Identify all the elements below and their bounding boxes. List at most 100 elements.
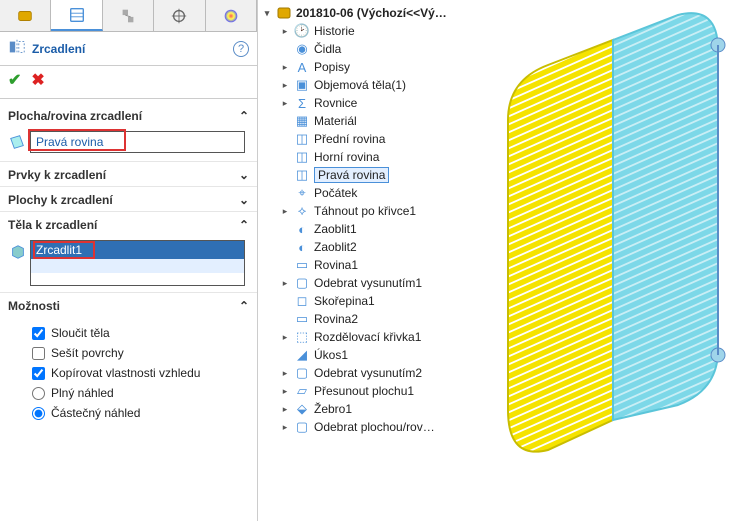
cancel-button[interactable]: ✖ (31, 70, 44, 90)
shell-icon: ◻ (294, 293, 310, 309)
eqn-icon: Σ (294, 95, 310, 111)
feature-title: Zrcadlení (32, 42, 85, 56)
tab-feature[interactable] (0, 0, 51, 31)
section-mirror-plane[interactable]: Plocha/rovina zrcadlení ⌃ (0, 103, 257, 127)
tree-item[interactable]: ▸ A Popisy (262, 58, 468, 76)
draft-icon: ◢ (294, 347, 310, 363)
section-label: Možnosti (8, 299, 60, 313)
opt-knit[interactable]: Sešít povrchy (32, 343, 245, 363)
expand-icon[interactable]: ▸ (280, 278, 290, 289)
expand-icon[interactable]: ▸ (280, 386, 290, 397)
anno-icon: A (294, 59, 310, 75)
plane3d-icon: ▭ (294, 257, 310, 273)
feature-tree: ▾ 201810-06 (Výchozí<<Vý… ▸ 🕑 Historie ◉Či… (258, 0, 468, 521)
tree-item[interactable]: ▸▢Odebrat vysunutím1 (262, 274, 468, 292)
tab-dimxpert[interactable] (154, 0, 205, 31)
expand-icon[interactable] (280, 242, 290, 252)
expand-icon[interactable] (280, 350, 290, 360)
tree-item[interactable]: ◐Zaoblit2 (262, 238, 468, 256)
expand-icon[interactable] (280, 152, 290, 162)
tree-item[interactable]: ▸⟡Táhnout po křivce1 (262, 202, 468, 220)
expand-icon[interactable]: ▸ (280, 62, 290, 73)
tree-label: Táhnout po křivce1 (314, 204, 416, 218)
collapse-icon[interactable]: ▾ (262, 8, 272, 19)
tree-item[interactable]: ▸▱Přesunout plochu1 (262, 382, 468, 400)
tree-item[interactable]: ▸▢Odebrat vysunutím2 (262, 364, 468, 382)
tree-label: Odebrat vysunutím2 (314, 366, 422, 380)
expand-icon[interactable]: ▸ (280, 422, 290, 433)
tree-item[interactable]: ▸ ▢ Odebrat plochou/rov… (262, 418, 468, 436)
hist-icon: 🕑 (294, 23, 310, 39)
tree-item[interactable]: ▸ 🕑 Historie (262, 22, 468, 40)
expand-icon[interactable] (280, 296, 290, 306)
tree-item[interactable]: ◻Skořepina1 (262, 292, 468, 310)
tree-label: Odebrat plochou/rov… (314, 420, 435, 434)
tree-item[interactable]: ▭Rovina2 (262, 310, 468, 328)
help-button[interactable]: ? (233, 41, 249, 57)
tree-label: Pravá rovina (314, 167, 389, 183)
tree-label: Zaoblit2 (314, 240, 357, 254)
tree-label: Úkos1 (314, 348, 348, 362)
cut-icon: ▢ (294, 275, 310, 291)
rib-icon: ⬙ (294, 401, 310, 417)
opt-full[interactable]: Plný náhled (32, 383, 245, 403)
tree-item[interactable]: ▸▣Objemová těla(1) (262, 76, 468, 94)
tree-label: Přední rovina (314, 132, 385, 146)
mat-icon: ▦ (294, 113, 310, 129)
tree-item[interactable]: ◫Horní rovina (262, 148, 468, 166)
opt-copy[interactable]: Kopírovat vlastnosti vzhledu (32, 363, 245, 383)
tab-config[interactable] (103, 0, 154, 31)
expand-icon[interactable]: ▸ (280, 26, 290, 37)
expand-icon[interactable]: ▸ (280, 404, 290, 415)
tree-label: Historie (314, 24, 355, 38)
tree-item[interactable]: ▦Materiál (262, 112, 468, 130)
tree-root[interactable]: ▾ 201810-06 (Výchozí<<Vý… (262, 4, 468, 22)
expand-icon[interactable] (280, 170, 290, 180)
expand-icon[interactable] (280, 134, 290, 144)
tree-label: Popisy (314, 60, 350, 74)
tree-label: Rovina1 (314, 258, 358, 272)
tree-item[interactable]: ◐Zaoblit1 (262, 220, 468, 238)
expand-icon[interactable] (280, 188, 290, 198)
tree-item[interactable]: ▸ΣRovnice (262, 94, 468, 112)
tree-item[interactable]: ◢ Úkos1 (262, 346, 468, 364)
tree-item[interactable]: ◫Přední rovina (262, 130, 468, 148)
chevron-up-icon: ⌃ (239, 218, 249, 232)
chevron-up-icon: ⌃ (239, 299, 249, 313)
section-features[interactable]: Prvky k zrcadlení ⌄ (0, 161, 257, 186)
ok-button[interactable]: ✔ (8, 70, 21, 90)
tree-item[interactable]: ⌖Počátek (262, 184, 468, 202)
section-label: Prvky k zrcadlení (8, 168, 106, 182)
section-options[interactable]: Možnosti ⌃ (0, 292, 257, 317)
list-item[interactable]: Zrcadlit1 (31, 241, 244, 259)
body-icon (9, 243, 27, 264)
section-bodies[interactable]: Těla k zrcadlení ⌃ (0, 211, 257, 236)
mirror-plane-input[interactable] (30, 131, 245, 153)
tree-item[interactable]: ▸ ⬙ Žebro1 (262, 400, 468, 418)
bodies-listbox[interactable]: Zrcadlit1 (30, 240, 245, 286)
tab-appearance[interactable] (206, 0, 257, 31)
cut-icon: ▢ (294, 419, 310, 435)
tree-item[interactable]: ▭ Rovina1 (262, 256, 468, 274)
section-faces[interactable]: Plochy k zrcadlení ⌄ (0, 186, 257, 211)
expand-icon[interactable]: ▸ (280, 368, 290, 379)
tree-item[interactable]: ▸⬚Rozdělovací křivka1 (262, 328, 468, 346)
expand-icon[interactable] (280, 44, 290, 54)
expand-icon[interactable] (280, 314, 290, 324)
expand-icon[interactable]: ▸ (280, 332, 290, 343)
tree-item[interactable]: ◫Pravá rovina (262, 166, 468, 184)
sensor-icon: ◉ (294, 41, 310, 57)
opt-merge[interactable]: Sloučit těla (32, 323, 245, 343)
expand-icon[interactable]: ▸ (280, 80, 290, 91)
expand-icon[interactable]: ▸ (280, 98, 290, 109)
graphics-viewport[interactable] (468, 0, 750, 521)
opt-partial[interactable]: Částečný náhled (32, 403, 245, 423)
expand-icon[interactable] (280, 260, 290, 270)
tab-property[interactable] (51, 0, 102, 31)
expand-icon[interactable]: ▸ (280, 206, 290, 217)
expand-icon[interactable] (280, 116, 290, 126)
tree-label: Žebro1 (314, 402, 352, 416)
expand-icon[interactable] (280, 224, 290, 234)
split-icon: ⬚ (294, 329, 310, 345)
tree-item[interactable]: ◉Čidla (262, 40, 468, 58)
